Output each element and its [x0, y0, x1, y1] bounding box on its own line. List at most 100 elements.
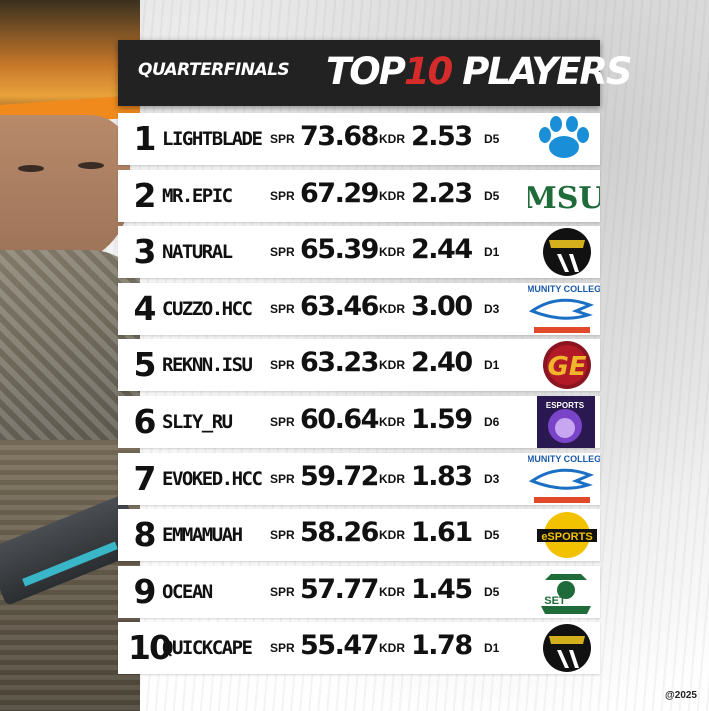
kdr-label: KDR — [379, 188, 405, 203]
player-name: REKNN.ISU — [162, 354, 253, 377]
player-name: EVOKED.HCC — [162, 467, 263, 490]
player-rank: 3 — [133, 232, 157, 272]
green-cowboy-logo-text: SET — [544, 595, 566, 607]
spr-label: SPR — [270, 641, 295, 656]
kdr-value: 2.44 — [411, 234, 473, 266]
kdr-value: 3.00 — [411, 290, 473, 322]
title-prefix: TOP — [326, 50, 406, 93]
division-label: D1 — [484, 358, 500, 373]
player-name: QUICKCAPE — [162, 637, 253, 660]
black-helmet-logo — [528, 622, 600, 674]
kdr-label: KDR — [379, 584, 405, 599]
copyright-text: @2025 — [665, 690, 697, 701]
division-label: D3 — [484, 471, 500, 486]
ge-logo-text: GE — [547, 352, 586, 382]
header-subtitle: QUARTERFINALS — [138, 60, 290, 80]
kdr-label: KDR — [379, 245, 405, 260]
spr-label: SPR — [270, 245, 295, 260]
yellow-esports-logo: eSPORTS — [528, 509, 600, 561]
spr-label: SPR — [270, 132, 295, 146]
player-row: 1 LIGHTBLADE SPR 73.68 KDR 2.53 D5 — [118, 113, 600, 165]
division-label: D5 — [484, 132, 500, 146]
player-rank: 8 — [133, 515, 157, 555]
player-name: NATURAL — [162, 241, 233, 264]
kdr-value: 1.59 — [411, 403, 473, 435]
division-label: D1 — [484, 641, 500, 656]
player-row: 9 OCEAN SPR 57.77 KDR 1.45 D5 SET — [118, 565, 600, 618]
player-name: MR.EPIC — [162, 184, 233, 207]
spr-value: 55.47 — [300, 630, 379, 662]
spr-label: SPR — [270, 358, 295, 373]
player-rank: 7 — [133, 458, 157, 498]
header-banner: QUARTERFINALS TOP10 PLAYERS — [118, 40, 633, 106]
player-row: 5 REKNN.ISU SPR 63.23 KDR 2.40 D1 GE — [118, 339, 600, 392]
player-name: OCEAN — [162, 580, 213, 603]
player-rank: 1 — [133, 119, 157, 158]
kdr-value: 2.53 — [411, 121, 473, 152]
spr-value: 63.46 — [300, 290, 379, 322]
kdr-value: 1.83 — [411, 460, 473, 492]
spr-value: 59.72 — [300, 460, 379, 492]
division-label: D1 — [484, 245, 500, 260]
spr-label: SPR — [270, 528, 295, 543]
player-rank: 5 — [133, 345, 157, 385]
spr-label: SPR — [270, 414, 295, 429]
spr-value: 60.64 — [300, 403, 379, 435]
leaderboard: 1 LIGHTBLADE SPR 73.68 KDR 2.53 D5 2 MR.… — [118, 113, 600, 679]
spr-label: SPR — [270, 471, 295, 486]
lion-logo: ESPORTS — [528, 395, 600, 448]
kdr-label: KDR — [379, 528, 405, 543]
character-face — [0, 115, 130, 265]
kdr-label: KDR — [379, 414, 405, 429]
character-eye — [78, 162, 104, 169]
player-rank: 6 — [133, 401, 157, 441]
player-rank: 4 — [133, 288, 157, 328]
paw-icon — [528, 113, 600, 165]
spr-value: 65.39 — [300, 234, 379, 266]
ge-logo: GE — [528, 339, 600, 391]
division-label: D5 — [484, 584, 500, 599]
yellow-esports-logo-text: eSPORTS — [541, 531, 592, 543]
division-label: D5 — [484, 528, 500, 543]
msu-logo-text: MSU — [528, 181, 600, 216]
kdr-label: KDR — [379, 471, 405, 486]
player-rank: 2 — [133, 175, 157, 215]
kdr-value: 2.23 — [411, 177, 473, 209]
black-helmet-logo — [528, 226, 600, 278]
hawk-logo-text: MUNITY COLLEG — [528, 284, 600, 294]
lion-logo-text: ESPORTS — [546, 401, 585, 410]
player-row: 10 QUICKCAPE SPR 55.47 KDR 1.78 D1 — [118, 622, 600, 675]
player-rank: 9 — [133, 571, 157, 611]
spr-value: 67.29 — [300, 177, 379, 209]
kdr-value: 1.45 — [411, 573, 473, 605]
kdr-value: 1.78 — [411, 630, 473, 662]
hawk-logo: MUNITY COLLEG — [528, 283, 600, 335]
title-suffix: PLAYERS — [462, 50, 632, 93]
kdr-label: KDR — [379, 301, 405, 316]
division-label: D3 — [484, 301, 500, 316]
division-label: D6 — [484, 414, 500, 429]
character-artwork — [0, 0, 140, 711]
player-row: 7 EVOKED.HCC SPR 59.72 KDR 1.83 D3 MUNIT… — [118, 452, 600, 505]
kdr-label: KDR — [379, 358, 405, 373]
spr-label: SPR — [270, 301, 295, 316]
msu-logo: MSU — [528, 170, 600, 222]
player-row: 4 CUZZO.HCC SPR 63.46 KDR 3.00 D3 MUNITY… — [118, 282, 600, 335]
player-name: LIGHTBLADE — [162, 128, 263, 150]
hawk-logo: MUNITY COLLEG — [528, 453, 600, 505]
kdr-label: KDR — [379, 132, 405, 146]
hawk-logo-text: MUNITY COLLEG — [528, 454, 600, 464]
spr-label: SPR — [270, 188, 295, 203]
player-row: 6 SLIY_RU SPR 60.64 KDR 1.59 D6 ESPORTS — [118, 395, 600, 448]
player-row: 3 NATURAL SPR 65.39 KDR 2.44 D1 — [118, 226, 600, 279]
kdr-value: 2.40 — [411, 347, 473, 379]
spr-label: SPR — [270, 584, 295, 599]
spr-value: 63.23 — [300, 347, 379, 379]
title-number: 10 — [403, 50, 453, 93]
header-title: TOP10 PLAYERS — [326, 50, 633, 93]
division-label: D5 — [484, 188, 500, 203]
player-row: 8 EMMAMUAH SPR 58.26 KDR 1.61 D5 eSPORTS — [118, 509, 600, 562]
green-cowboy-logo: SET — [528, 566, 600, 618]
player-rank: 10 — [128, 628, 172, 668]
spr-value: 57.77 — [300, 573, 379, 605]
